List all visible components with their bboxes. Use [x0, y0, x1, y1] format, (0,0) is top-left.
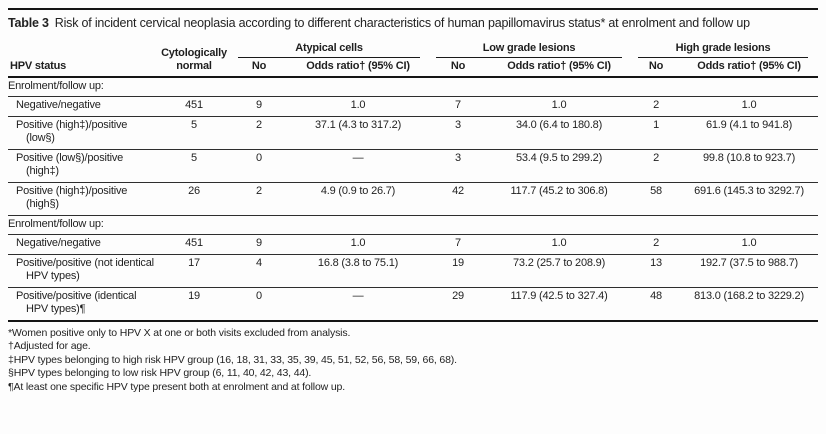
highgrade-no-cell: 2	[632, 96, 681, 117]
table-title-text: Risk of incident cervical neoplasia acco…	[54, 16, 750, 30]
hpv-status-cell: Positive (high‡)/positive (low§)	[8, 116, 156, 150]
highgrade-no-cell: 1	[632, 116, 681, 150]
hpv-status-header: HPV status	[8, 42, 156, 78]
cytologically-normal-cell: 451	[156, 234, 232, 255]
footnote-line: *Women positive only to HPV X at one or …	[8, 326, 351, 339]
highgrade-no-cell: 48	[632, 287, 681, 322]
hpv-status-cell: Positive (low§)/positive (high‡)	[8, 149, 156, 183]
highgrade-no-cell: 2	[632, 149, 681, 183]
lowgrade-odds-ratio-header: Odds ratio† (95% CI)	[486, 57, 633, 78]
highgrade-odds-cell: 1.0	[680, 96, 819, 117]
footnote-line: ¶At least one specific HPV type present …	[8, 380, 346, 393]
lowgrade-no-cell: 7	[430, 234, 487, 255]
highgrade-odds-cell: 691.6 (145.3 to 3292.7)	[680, 182, 819, 216]
lowgrade-no-cell: 29	[430, 287, 487, 322]
atypical-no-cell: 4	[232, 254, 286, 288]
group-label-highgrade: High grade lesions	[638, 42, 809, 58]
atypical-no-cell: 9	[232, 96, 286, 117]
cytologically-normal-cell: 17	[156, 254, 232, 288]
table-row: Negative/negative 451 9 1.0 7 1.0 2 1.0	[8, 96, 819, 117]
atypical-no-cell: 0	[232, 287, 286, 322]
atypical-odds-cell: 1.0	[286, 234, 431, 255]
lowgrade-no-header: No	[430, 57, 487, 78]
footnote-line: †Adjusted for age.	[8, 340, 91, 353]
atypical-odds-cell: —	[286, 287, 431, 322]
results-table: HPV status Cytologically normal Atypical…	[8, 42, 819, 322]
table-row: Positive/positive (identical HPV types)¶…	[8, 287, 819, 322]
cytologically-normal-cell: 451	[156, 96, 232, 117]
cytologically-normal-cell: 26	[156, 182, 232, 216]
atypical-no-header: No	[232, 57, 286, 78]
highgrade-no-cell: 58	[632, 182, 681, 216]
section-label: Enrolment/follow up:	[8, 76, 819, 97]
lowgrade-no-cell: 42	[430, 182, 487, 216]
lowgrade-odds-cell: 73.2 (25.7 to 208.9)	[486, 254, 633, 288]
table-row: Positive (high‡)/positive (high§) 26 2 4…	[8, 182, 819, 216]
hpv-status-cell: Positive/positive (not identical HPV typ…	[8, 254, 156, 288]
highgrade-no-cell: 13	[632, 254, 681, 288]
group-header-atypical-cells: Atypical cells	[232, 42, 430, 58]
highgrade-odds-cell: 1.0	[680, 234, 819, 255]
atypical-no-cell: 2	[232, 182, 286, 216]
sub-header-row: No Odds ratio† (95% CI) No Odds ratio† (…	[8, 57, 819, 78]
hpv-status-cell: Positive (high‡)/positive (high§)	[8, 182, 156, 216]
atypical-odds-ratio-header: Odds ratio† (95% CI)	[286, 57, 431, 78]
lowgrade-odds-cell: 117.9 (42.5 to 327.4)	[486, 287, 633, 322]
table-title: Table 3 Risk of incident cervical neoplas…	[8, 15, 808, 32]
cytologically-normal-cell: 19	[156, 287, 232, 322]
footnotes: *Women positive only to HPV X at one or …	[8, 327, 818, 395]
footnote-line: §HPV types belonging to low risk HPV gro…	[8, 367, 312, 380]
group-header-row: HPV status Cytologically normal Atypical…	[8, 42, 818, 78]
atypical-no-cell: 0	[232, 149, 286, 183]
section-row: Enrolment/follow up:	[8, 76, 819, 97]
highgrade-odds-cell: 813.0 (168.2 to 3229.2)	[680, 287, 819, 322]
group-label-atypical: Atypical cells	[238, 42, 421, 58]
lowgrade-no-cell: 7	[430, 96, 487, 117]
atypical-odds-cell: 37.1 (4.3 to 317.2)	[286, 116, 431, 150]
hpv-status-cell: Positive/positive (identical HPV types)¶	[8, 287, 156, 322]
highgrade-odds-cell: 192.7 (37.5 to 988.7)	[680, 254, 819, 288]
table-number-label: Table 3	[8, 16, 49, 30]
hpv-status-cell: Negative/negative	[8, 96, 156, 117]
lowgrade-no-cell: 3	[430, 116, 487, 150]
lowgrade-no-cell: 19	[430, 254, 487, 288]
table-body: Enrolment/follow up: Negative/negative 4…	[8, 76, 819, 322]
table-row: Positive (low§)/positive (high‡) 5 0 — 3…	[8, 149, 819, 183]
group-header-low-grade-lesions: Low grade lesions	[430, 42, 632, 58]
group-header-high-grade-lesions: High grade lesions	[632, 42, 818, 58]
atypical-odds-cell: 16.8 (3.8 to 75.1)	[286, 254, 431, 288]
atypical-odds-cell: 4.9 (0.9 to 26.7)	[286, 182, 431, 216]
cytologically-normal-header: Cytologically normal	[156, 42, 232, 78]
table-row: Positive/positive (not identical HPV typ…	[8, 254, 819, 288]
highgrade-odds-cell: 61.9 (4.1 to 941.8)	[680, 116, 819, 150]
highgrade-odds-cell: 99.8 (10.8 to 923.7)	[680, 149, 819, 183]
atypical-odds-cell: —	[286, 149, 431, 183]
table-row: Positive (high‡)/positive (low§) 5 2 37.…	[8, 116, 819, 150]
lowgrade-odds-cell: 1.0	[486, 234, 633, 255]
cytologically-normal-cell: 5	[156, 149, 232, 183]
atypical-no-cell: 9	[232, 234, 286, 255]
lowgrade-odds-cell: 1.0	[486, 96, 633, 117]
lowgrade-odds-cell: 117.7 (45.2 to 306.8)	[486, 182, 633, 216]
lowgrade-odds-cell: 53.4 (9.5 to 299.2)	[486, 149, 633, 183]
footnote-line: ‡HPV types belonging to high risk HPV gr…	[8, 353, 457, 366]
highgrade-odds-ratio-header: Odds ratio† (95% CI)	[680, 57, 819, 78]
highgrade-no-cell: 2	[632, 234, 681, 255]
table-row: Negative/negative 451 9 1.0 7 1.0 2 1.0	[8, 234, 819, 255]
section-label: Enrolment/follow up:	[8, 215, 819, 235]
table-header: HPV status Cytologically normal Atypical…	[8, 42, 819, 78]
atypical-no-cell: 2	[232, 116, 286, 150]
lowgrade-no-cell: 3	[430, 149, 487, 183]
top-rule-divider	[8, 8, 818, 10]
group-label-lowgrade: Low grade lesions	[436, 42, 623, 58]
cytologically-normal-cell: 5	[156, 116, 232, 150]
highgrade-no-header: No	[632, 57, 681, 78]
hpv-status-cell: Negative/negative	[8, 234, 156, 255]
atypical-odds-cell: 1.0	[286, 96, 431, 117]
section-row: Enrolment/follow up:	[8, 215, 819, 235]
lowgrade-odds-cell: 34.0 (6.4 to 180.8)	[486, 116, 633, 150]
